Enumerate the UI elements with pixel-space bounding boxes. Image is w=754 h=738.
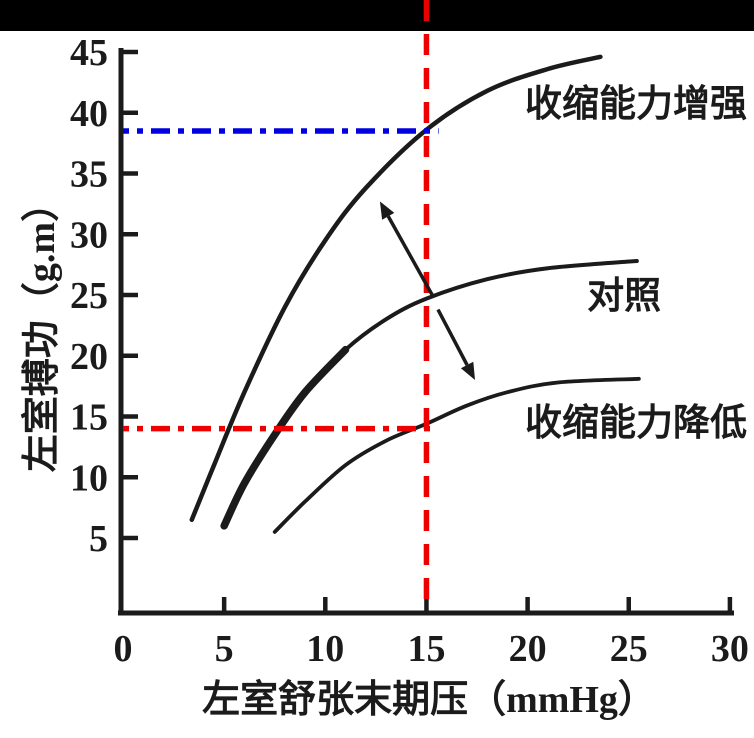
x-tick-label-10: 10 bbox=[306, 628, 344, 670]
x-tick-label-5: 5 bbox=[215, 628, 234, 670]
arrows-group bbox=[379, 201, 476, 381]
curve-control-thick-segment bbox=[220, 345, 350, 530]
y-tick-label-45: 45 bbox=[70, 32, 108, 74]
y-tick-label-40: 40 bbox=[70, 93, 108, 135]
arrow-to-decreased-curve-shaft bbox=[436, 308, 469, 366]
x-tick-label-20: 20 bbox=[509, 628, 547, 670]
y-tick-label-25: 25 bbox=[70, 275, 108, 317]
y-tick-label-5: 5 bbox=[89, 518, 108, 560]
arrow-to-enhanced-curve-shaft bbox=[386, 215, 435, 298]
x-tick-label-25: 25 bbox=[610, 628, 648, 670]
y-tick-label-35: 35 bbox=[70, 154, 108, 196]
x-axis-title: 左室舒张末期压（mmHg） bbox=[202, 678, 656, 721]
reference-lines-group bbox=[123, 0, 439, 611]
y-axis-title: 左室搏功（g.m） bbox=[20, 184, 63, 472]
arrow-to-enhanced-curve-head bbox=[379, 201, 395, 220]
curve-enhanced bbox=[189, 54, 603, 523]
y-tick-label-10: 10 bbox=[70, 457, 108, 499]
curves-group bbox=[189, 54, 641, 534]
arrow-to-decreased-curve-head bbox=[460, 361, 476, 381]
series-label-control: 对照 bbox=[587, 275, 661, 317]
top-black-bar bbox=[0, 0, 754, 31]
tick-labels-group: 5 10 15 20 25 30 35 40 45 0 5 10 15 20 25 30 bbox=[70, 32, 749, 670]
series-label-decreased: 收缩能力降低 bbox=[525, 402, 747, 444]
x-tick-label-15: 15 bbox=[407, 628, 445, 670]
curve-decreased bbox=[272, 376, 641, 534]
y-tick-label-30: 30 bbox=[70, 214, 108, 256]
y-tick-label-20: 20 bbox=[70, 336, 108, 378]
x-tick-label-30: 30 bbox=[711, 628, 749, 670]
y-tick-label-15: 15 bbox=[70, 397, 108, 439]
series-label-enhanced: 收缩能力增强 bbox=[525, 83, 747, 125]
axes-group bbox=[118, 48, 734, 616]
x-tick-label-0: 0 bbox=[114, 628, 133, 670]
